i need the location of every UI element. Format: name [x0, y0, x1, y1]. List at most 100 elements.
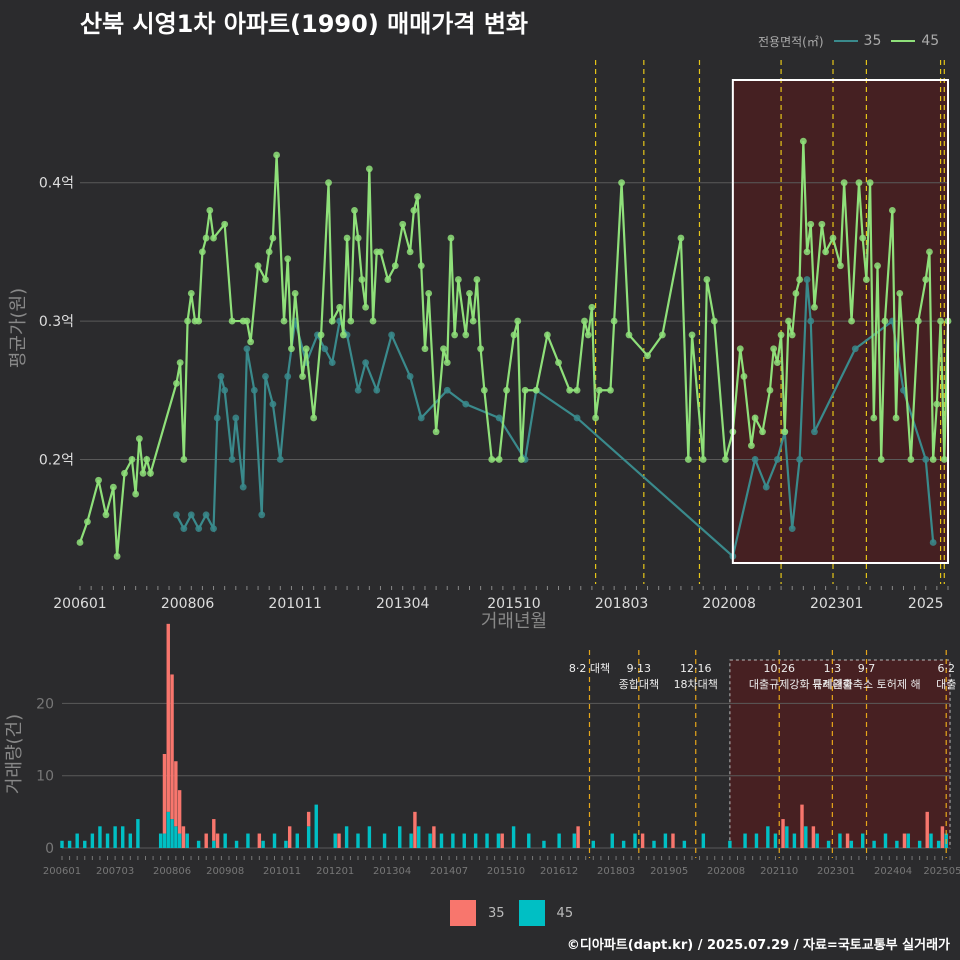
- data-point-45: [896, 290, 904, 297]
- data-point-35: [811, 428, 818, 436]
- bar-45: [663, 833, 668, 848]
- bar-45: [409, 833, 413, 848]
- bar-45: [610, 833, 614, 848]
- data-point-45: [284, 255, 292, 263]
- data-point-35: [187, 511, 195, 519]
- bar-legend-label-35: 35: [488, 905, 505, 921]
- bar-35: [287, 826, 292, 848]
- data-point-45: [365, 165, 373, 173]
- bar-x-tick-label: 200601: [43, 866, 81, 877]
- data-point-35: [243, 345, 251, 353]
- bar-45: [473, 833, 478, 848]
- data-point-45: [206, 206, 214, 214]
- bar-highlight-region: [729, 659, 951, 849]
- data-point-35: [284, 373, 292, 380]
- legend: 전용면적(㎡) 35 45: [758, 32, 939, 50]
- data-point-45: [184, 317, 191, 325]
- data-point-45: [328, 317, 336, 325]
- bar-45: [883, 833, 888, 848]
- data-point-45: [480, 386, 488, 394]
- bar-45: [728, 840, 732, 848]
- data-point-45: [417, 262, 425, 270]
- bar-45: [272, 833, 277, 848]
- bar-45: [170, 819, 174, 848]
- data-point-45: [343, 234, 351, 242]
- data-point-45: [773, 359, 781, 366]
- data-point-45: [584, 331, 592, 339]
- bar-45: [284, 840, 288, 848]
- data-point-45: [325, 179, 332, 187]
- x-tick-label: 2025: [908, 596, 944, 612]
- data-point-45: [410, 206, 418, 214]
- data-point-45: [399, 220, 407, 228]
- data-point-35: [217, 373, 225, 380]
- data-point-45: [892, 414, 900, 422]
- bar-45: [451, 833, 455, 848]
- data-point-35: [321, 345, 329, 353]
- data-point-45: [466, 290, 473, 297]
- bar-45: [754, 833, 759, 848]
- data-point-45: [432, 428, 440, 436]
- data-point-45: [247, 338, 255, 346]
- data-point-45: [139, 469, 147, 477]
- bar-35: [162, 754, 167, 834]
- bar-35: [811, 826, 816, 848]
- bar-45: [804, 826, 808, 848]
- data-point-45: [803, 248, 811, 256]
- data-point-45: [829, 234, 837, 242]
- data-point-45: [781, 428, 789, 436]
- y-axis-title: 평균가(원): [8, 288, 29, 368]
- data-point-45: [722, 456, 729, 463]
- data-point-45: [95, 476, 102, 484]
- bar-45: [344, 826, 349, 848]
- data-point-45: [688, 331, 696, 339]
- bar-45: [98, 826, 102, 848]
- bar-45: [527, 833, 531, 848]
- data-point-45: [870, 414, 878, 422]
- bar-45: [917, 840, 922, 848]
- data-point-45: [176, 359, 184, 366]
- data-point-45: [837, 262, 844, 270]
- data-point-45: [377, 248, 384, 256]
- bar-45: [511, 826, 516, 848]
- data-point-35: [851, 345, 859, 353]
- bar-35: [337, 833, 341, 848]
- bar-45: [792, 833, 797, 848]
- data-point-35: [773, 456, 781, 463]
- data-point-35: [276, 456, 284, 463]
- bar-x-tick-label: 202505: [923, 866, 960, 877]
- data-point-45: [132, 490, 140, 498]
- data-point-35: [213, 414, 221, 422]
- bar-x-tick-label: 201011: [263, 866, 301, 877]
- data-point-45: [736, 345, 744, 353]
- data-point-35: [210, 525, 217, 533]
- bar-45: [861, 833, 865, 848]
- data-point-35: [180, 525, 188, 533]
- bar-x-tick-label: 201612: [540, 866, 578, 877]
- bar-45: [367, 826, 372, 848]
- bar-45: [83, 840, 87, 848]
- data-point-45: [202, 234, 210, 242]
- data-point-45: [269, 234, 277, 242]
- data-point-45: [262, 276, 269, 283]
- data-point-45: [273, 151, 280, 159]
- source-credit: ©디아파트(dapt.kr) / 2025.07.29 / 자료=국토교통부 실…: [566, 938, 950, 953]
- bar-45: [621, 840, 626, 848]
- bar-45: [785, 826, 789, 848]
- data-point-45: [926, 248, 933, 256]
- bar-x-tick-label: 200908: [206, 866, 244, 877]
- data-point-45: [555, 359, 562, 366]
- data-point-45: [907, 456, 915, 463]
- bar-x-tick-label: 201304: [373, 866, 411, 877]
- bar-45: [158, 833, 163, 848]
- x-tick-label: 201304: [376, 596, 430, 612]
- data-point-45: [310, 414, 318, 422]
- data-point-45: [543, 331, 551, 339]
- data-point-45: [748, 442, 755, 450]
- data-point-45: [699, 456, 707, 463]
- data-point-45: [121, 469, 128, 477]
- data-point-45: [684, 456, 692, 463]
- bar-35: [413, 811, 417, 848]
- data-point-45: [796, 276, 804, 283]
- data-point-35: [807, 317, 815, 325]
